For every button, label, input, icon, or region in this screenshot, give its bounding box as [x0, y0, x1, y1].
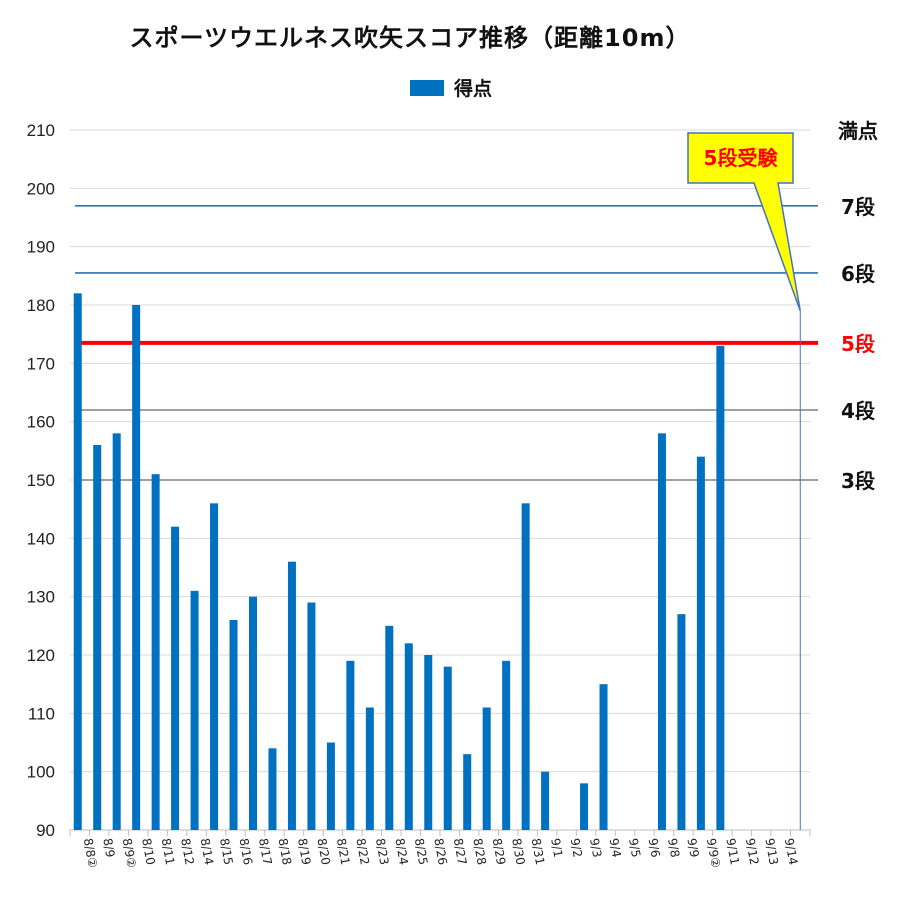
- bar: [190, 590, 199, 830]
- y-tick-label: 100: [27, 763, 55, 782]
- x-tick-label: 8/19: [295, 837, 313, 866]
- bar: [404, 643, 413, 830]
- reference-line-label: 満点: [838, 119, 878, 143]
- bar: [580, 783, 589, 830]
- x-tick-label: 8/11: [159, 837, 177, 866]
- x-tick-label: 8/12: [178, 837, 196, 866]
- legend-swatch: [410, 79, 444, 96]
- x-tick-label: 9/14: [782, 837, 800, 866]
- bar: [385, 625, 394, 830]
- bar: [365, 707, 374, 830]
- y-tick-label: 110: [28, 704, 55, 723]
- x-tick-label: 8/27: [451, 837, 469, 866]
- y-tick-label: 200: [27, 179, 55, 198]
- x-tick-label: 8/9: [100, 837, 117, 858]
- reference-line-label: 6段: [841, 262, 875, 286]
- bar: [171, 526, 180, 830]
- x-tick-label: 8/24: [392, 837, 410, 866]
- y-tick-label: 190: [27, 238, 55, 257]
- x-tick-label: 8/29: [490, 837, 508, 866]
- chart-title: スポーツウエルネス吹矢スコア推移（距離10m）: [129, 24, 691, 52]
- reference-line-label: 3段: [841, 469, 875, 493]
- y-tick-label: 150: [27, 471, 55, 490]
- x-tick-label: 8/28: [470, 837, 488, 866]
- x-tick-label: 9/8: [665, 837, 682, 858]
- bar: [151, 474, 160, 830]
- x-tick-label: 8/26: [431, 837, 449, 866]
- bar: [716, 345, 725, 830]
- y-tick-label: 160: [27, 413, 55, 432]
- bar: [443, 666, 452, 830]
- x-tick-label: 8/10: [139, 837, 157, 866]
- y-tick-label: 180: [27, 296, 55, 315]
- x-tick-label: 8/23: [373, 837, 391, 866]
- x-tick-label: 9/3: [587, 837, 604, 858]
- x-tick-label: 8/22: [353, 837, 371, 866]
- x-tick-label: 9/6: [646, 837, 663, 858]
- bar: [463, 754, 472, 830]
- reference-line-label: 7段: [841, 195, 875, 219]
- x-tick-label: 9/1: [548, 837, 565, 858]
- x-tick-label: 9/11: [723, 837, 741, 866]
- x-tick-label: 8/31: [529, 837, 547, 866]
- bar: [599, 684, 608, 830]
- reference-line-label: 4段: [841, 399, 875, 423]
- x-tick-label: 9/4: [607, 837, 624, 858]
- bar: [424, 655, 433, 830]
- bar: [287, 561, 296, 830]
- bar: [112, 433, 121, 830]
- bar: [346, 660, 355, 830]
- reference-line-label: 5段: [841, 332, 875, 356]
- x-tick-label: 9/2: [568, 837, 585, 858]
- x-tick-label: 8/30: [509, 837, 527, 866]
- y-tick-label: 170: [27, 354, 55, 373]
- x-tick-label: 8/8②: [81, 837, 100, 869]
- x-tick-label: 8/16: [237, 837, 255, 866]
- callout-box: [687, 132, 802, 312]
- bar: [696, 456, 705, 830]
- y-tick-label: 210: [27, 121, 55, 140]
- x-tick-label: 9/9: [684, 837, 701, 858]
- bar: [229, 620, 238, 830]
- bar: [657, 433, 666, 830]
- x-tick-label: 9/13: [762, 837, 780, 866]
- x-tick-label: 8/17: [256, 837, 274, 866]
- bar: [521, 503, 530, 830]
- y-tick-label: 140: [27, 529, 55, 548]
- bar: [307, 602, 316, 830]
- x-tick-label: 8/20: [314, 837, 332, 866]
- legend: 得点: [410, 74, 492, 101]
- x-tick-label: 9/9②: [704, 837, 723, 869]
- callout-text: 5段受験: [704, 146, 779, 170]
- x-tick-label: 8/25: [412, 837, 430, 866]
- x-tick-label: 8/18: [276, 837, 294, 866]
- x-tick-label: 8/15: [217, 837, 235, 866]
- x-tick-label: 8/14: [198, 837, 216, 866]
- x-tick-label: 9/12: [743, 837, 761, 866]
- bar: [677, 614, 686, 830]
- bar: [502, 660, 511, 830]
- bar: [210, 503, 219, 830]
- bar: [249, 596, 257, 830]
- bar: [268, 748, 277, 830]
- x-tick-label: 8/21: [334, 837, 352, 866]
- y-tick-label: 120: [27, 646, 55, 665]
- legend-label: 得点: [454, 78, 493, 100]
- bar: [93, 445, 102, 830]
- y-tick-label: 130: [27, 588, 55, 607]
- bar: [73, 293, 82, 830]
- y-tick-label: 90: [36, 821, 55, 840]
- bar: [132, 305, 141, 830]
- bar: [541, 771, 550, 830]
- x-tick-label: 9/5: [626, 837, 643, 858]
- bar: [482, 707, 491, 830]
- x-tick-label: 8/9②: [120, 837, 139, 869]
- bar: [326, 742, 335, 830]
